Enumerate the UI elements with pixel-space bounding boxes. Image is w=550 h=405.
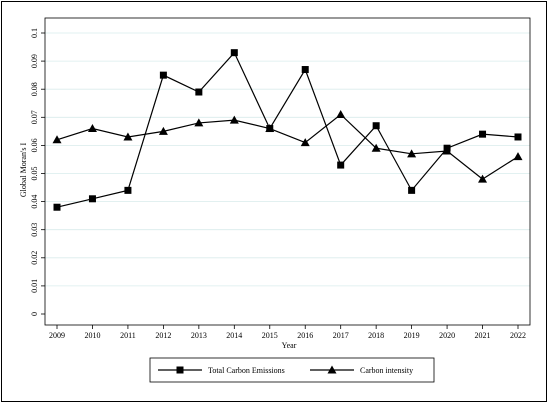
y-tick-label: 0.07 (30, 110, 39, 124)
triangle-marker (52, 135, 62, 144)
triangle-marker (300, 138, 310, 147)
x-tick-label: 2016 (297, 331, 313, 340)
series-line (56, 51, 519, 208)
square-marker (124, 186, 132, 194)
x-tick-label: 2017 (333, 331, 349, 340)
legend-label: Carbon intensity (360, 366, 413, 375)
y-tick-label: 0.03 (30, 223, 39, 237)
x-axis-title: Year (282, 341, 297, 350)
x-tick-label: 2015 (262, 331, 278, 340)
y-tick-label: 0.08 (30, 82, 39, 96)
y-tick-label: 0.1 (30, 28, 39, 38)
x-tick-label: 2019 (404, 331, 420, 340)
triangle-marker (478, 174, 488, 183)
triangle-marker (336, 109, 346, 118)
axes: 0 0.01 0.02 0.03 0.04 0.05 0.06 0.07 0.08 0.09 0.1… (30, 17, 531, 340)
square-marker (408, 186, 416, 194)
triangle-marker (513, 152, 523, 161)
series-carbon-intensity (52, 109, 523, 183)
triangle-marker (123, 132, 133, 141)
square-marker (337, 161, 345, 169)
triangle-marker (371, 143, 381, 152)
x-tick-label: 2012 (155, 331, 171, 340)
x-tick-label: 2011 (120, 331, 136, 340)
x-tick-label: 2009 (49, 331, 65, 340)
legend-marker-triangle (327, 365, 337, 374)
triangle-marker (407, 149, 417, 158)
legend-marker-square (176, 366, 184, 374)
square-marker (479, 130, 487, 138)
y-tick-label: 0.02 (30, 251, 39, 265)
y-axis-title: Global Moran's I (19, 143, 28, 198)
y-tick-label: 0.04 (30, 195, 39, 209)
series-line (56, 113, 519, 180)
square-marker (230, 49, 238, 57)
x-tick-label: 2014 (226, 331, 242, 340)
y-tick-label: 0.01 (30, 279, 39, 293)
triangle-marker (194, 118, 204, 127)
triangle-marker (158, 126, 168, 135)
legend-label: Total Carbon Emissions (208, 366, 285, 375)
x-tick-label: 2010 (84, 331, 100, 340)
triangle-marker (87, 124, 97, 133)
series-group (52, 49, 523, 211)
triangle-marker (442, 146, 452, 155)
series-total-carbon-emissions (53, 49, 522, 211)
x-tick-label: 2022 (510, 331, 526, 340)
square-marker (53, 203, 61, 211)
x-tick-label: 2020 (439, 331, 455, 340)
square-marker (301, 66, 309, 74)
y-tick-label: 0.06 (30, 138, 39, 152)
square-marker (88, 195, 96, 203)
x-tick-label: 2013 (191, 331, 207, 340)
square-marker (195, 88, 203, 96)
y-tick-label: 0.05 (30, 167, 39, 181)
x-tick-label: 2018 (368, 331, 384, 340)
square-marker (372, 122, 380, 130)
triangle-marker (229, 115, 239, 124)
y-tick-label: 0.09 (30, 54, 39, 68)
plot-area-border (44, 17, 531, 326)
y-tick-label: 0 (30, 312, 39, 316)
square-marker (514, 133, 522, 141)
triangle-marker (265, 124, 275, 133)
square-marker (159, 71, 167, 79)
legend: Total Carbon Emissions Carbon intensity (149, 357, 435, 383)
x-tick-label: 2021 (475, 331, 491, 340)
